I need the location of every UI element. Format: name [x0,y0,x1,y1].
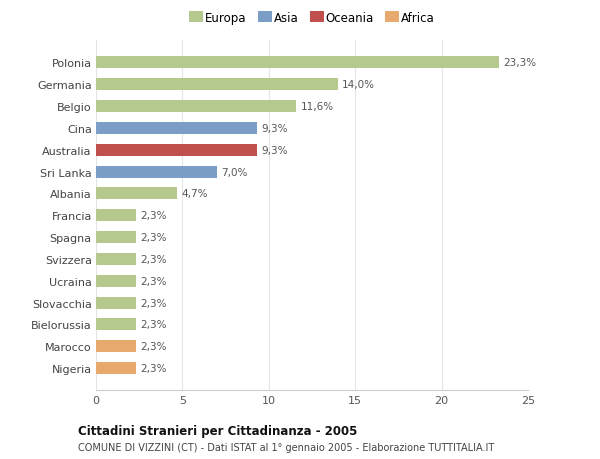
Text: 2,3%: 2,3% [140,276,167,286]
Text: COMUNE DI VIZZINI (CT) - Dati ISTAT al 1° gennaio 2005 - Elaborazione TUTTITALIA: COMUNE DI VIZZINI (CT) - Dati ISTAT al 1… [78,442,494,452]
Text: 2,3%: 2,3% [140,211,167,221]
Text: 2,3%: 2,3% [140,233,167,242]
Bar [96,188,177,200]
Bar [96,253,136,265]
Text: 2,3%: 2,3% [140,298,167,308]
Bar [96,319,136,330]
Bar [96,275,136,287]
Text: 2,3%: 2,3% [140,341,167,352]
Text: 11,6%: 11,6% [301,102,334,112]
Text: Cittadini Stranieri per Cittadinanza - 2005: Cittadini Stranieri per Cittadinanza - 2… [78,424,358,437]
Text: 14,0%: 14,0% [342,80,375,90]
Bar [96,210,136,222]
Bar [96,101,296,113]
Bar [96,79,338,91]
Text: 9,3%: 9,3% [261,123,287,134]
Bar [96,123,257,134]
Bar [96,231,136,244]
Text: 9,3%: 9,3% [261,146,287,155]
Bar [96,57,499,69]
Bar [96,297,136,309]
Bar [96,144,257,157]
Bar [96,341,136,353]
Text: 2,3%: 2,3% [140,320,167,330]
Legend: Europa, Asia, Oceania, Africa: Europa, Asia, Oceania, Africa [190,12,434,25]
Text: 2,3%: 2,3% [140,254,167,264]
Text: 7,0%: 7,0% [221,167,248,177]
Text: 2,3%: 2,3% [140,364,167,373]
Text: 23,3%: 23,3% [503,58,536,68]
Bar [96,362,136,374]
Bar [96,166,217,178]
Text: 4,7%: 4,7% [182,189,208,199]
